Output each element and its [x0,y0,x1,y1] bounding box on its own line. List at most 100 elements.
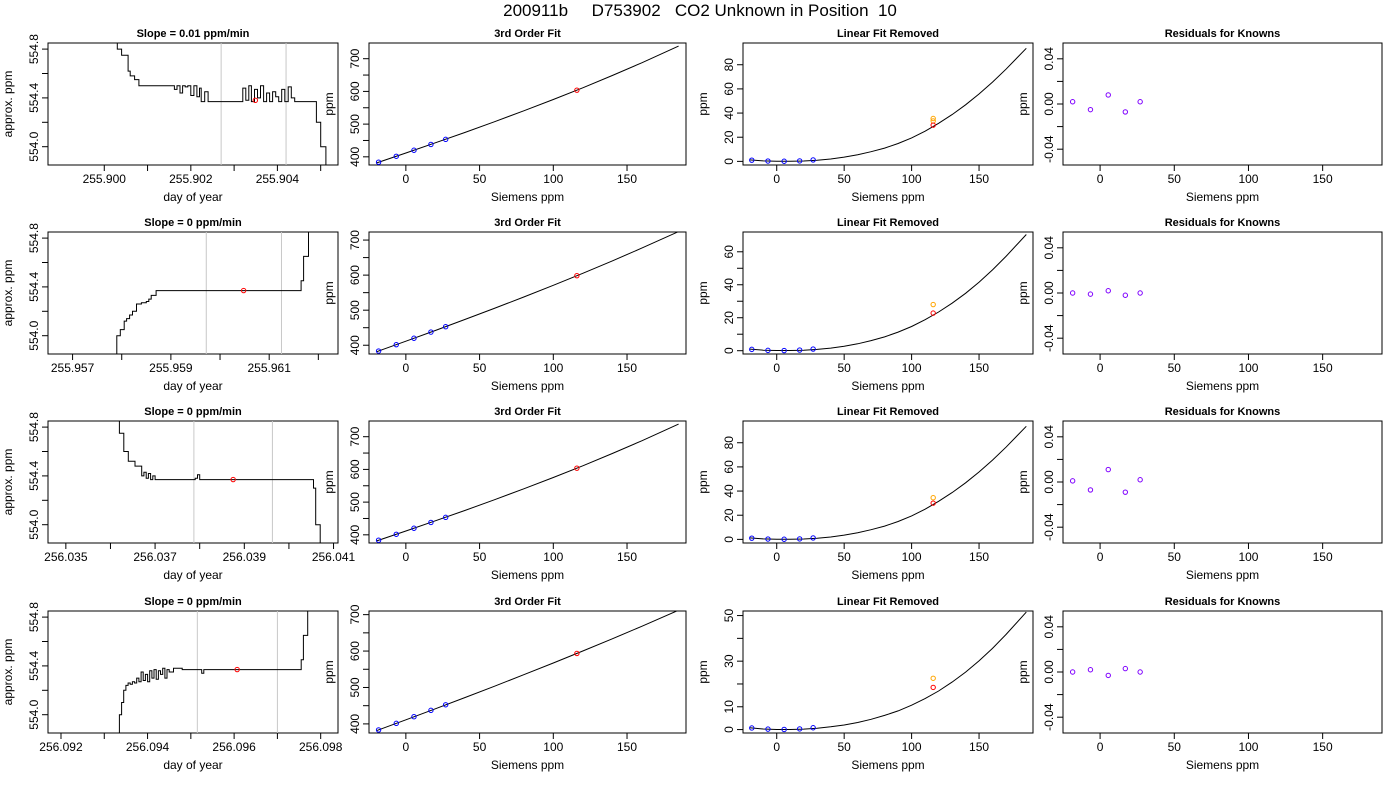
y-tick-label: 0 [722,158,736,165]
x-tick-label: 0 [773,172,780,186]
x-tick-label: 0 [403,361,410,375]
plot-frame [742,610,1034,734]
x-tick-label: 256.037 [133,550,177,564]
known-point [796,347,803,353]
raw-unknown-point [930,675,936,681]
y-tick-label: 554.0 [27,699,41,729]
series-line [376,611,679,732]
known-point [781,726,787,733]
x-axis-label: Siemens ppm [1186,758,1259,772]
y-tick-label: 0.04 [1042,615,1056,639]
known-point [442,514,449,521]
x-tick-label: 100 [543,172,563,186]
x-axis-label: Siemens ppm [851,758,924,772]
residual-point [1087,291,1094,297]
x-tick-label: 50 [473,361,487,375]
y-tick-label: 40 [722,278,736,292]
x-tick-label: 150 [1313,550,1333,564]
x-tick-label: 100 [1238,172,1258,186]
plot-frame [1062,610,1383,734]
chart-panel-4-2: 3rd Order Fit Siemens ppm ppm 0 50 100 150 400 5… [322,596,687,772]
known-point [765,536,771,542]
x-axis-label: Siemens ppm [491,379,564,393]
x-tick-label: 0 [1097,740,1104,754]
y-tick-label: 10 [722,700,736,714]
series-line [376,232,679,353]
known-point [781,536,787,542]
raw-unknown-point [930,301,936,308]
known-point [749,346,755,353]
x-tick-label: 150 [1313,361,1333,375]
series-line [114,421,321,543]
x-axis-label: day of year [163,758,222,772]
y-tick-label: 20 [722,130,736,144]
y-axis-label: ppm [1016,470,1030,493]
y-tick-label: -0.04 [1042,324,1056,352]
known-point [781,158,787,164]
unknown-point [930,310,936,316]
chart-title: 3rd Order Fit [494,217,561,229]
unknown-point [574,650,580,657]
y-axis-label: ppm [322,660,336,683]
known-point [796,726,803,732]
plot-area [117,611,309,733]
x-tick-label: 50 [1168,361,1182,375]
y-tick-label: 0.04 [1042,425,1056,449]
chart-panel-2-2: 3rd Order Fit Siemens ppm ppm 0 50 100 150 400 5… [322,217,687,393]
chart-title: Residuals for Knowns [1165,406,1281,418]
x-tick-label: 100 [1238,550,1258,564]
known-point [442,136,449,143]
chart-panel-1-3: Linear Fit Removed Siemens ppm ppm 0 50 100 15… [696,28,1034,204]
x-tick-label: 255.904 [256,172,300,186]
y-axis-label: ppm [696,660,710,683]
x-tick-label: 0 [773,550,780,564]
plot-area [114,421,321,543]
y-axis-label: ppm [322,470,336,493]
x-tick-label: 0 [1097,550,1104,564]
plot-area [375,611,679,733]
y-tick-label: 0.04 [1042,47,1056,71]
plot-frame [1062,420,1383,544]
page-title: 200911b D753902 CO2 Unknown in Position … [503,1,897,20]
known-point [411,335,417,341]
x-axis-label: Siemens ppm [1186,568,1259,582]
known-point [428,329,434,335]
known-point [375,727,382,733]
chart-title: Linear Fit Removed [837,596,939,608]
mean-point [240,287,247,294]
known-point [765,726,771,732]
raw-unknown-point [930,115,936,122]
x-tick-label: 50 [473,172,487,186]
y-tick-label: 600 [348,641,362,661]
x-tick-label: 0 [403,172,410,186]
chart-panel-2-3: Linear Fit Removed Siemens ppm ppm 0 50 100 15… [696,217,1034,393]
x-tick-label: 150 [1313,172,1333,186]
known-point [375,537,382,543]
y-tick-label: 0.00 [1042,470,1056,494]
known-point [411,525,417,531]
chart-panel-3-1: Slope = 0 ppm/min day of year approx. ppm 2… [1,406,356,582]
chart-panel-2-1: Slope = 0 ppm/min day of year approx. ppm 2… [1,217,339,393]
y-tick-label: 60 [722,82,736,96]
x-tick-label: 150 [969,172,989,186]
plot-area [111,232,309,354]
known-point [375,159,382,165]
chart-panel-3-3: Linear Fit Removed Siemens ppm ppm 0 50 100 15… [696,406,1034,582]
y-tick-label: 400 [348,714,362,734]
y-tick-label: 20 [722,311,736,325]
y-tick-label: -0.04 [1042,703,1056,731]
chart-title: Linear Fit Removed [837,28,939,40]
chart-title: 3rd Order Fit [494,406,561,418]
x-tick-label: 256.039 [223,550,267,564]
plot-frame [1062,42,1383,166]
x-tick-label: 0 [403,740,410,754]
y-axis-label: ppm [696,281,710,304]
y-tick-label: 0 [722,536,736,543]
y-tick-label: 554.4 [27,651,41,681]
x-tick-label: 255.959 [149,361,193,375]
y-tick-label: 0 [722,347,736,354]
known-point [749,725,755,731]
y-tick-label: 554.8 [27,223,41,253]
x-tick-label: 0 [1097,361,1104,375]
